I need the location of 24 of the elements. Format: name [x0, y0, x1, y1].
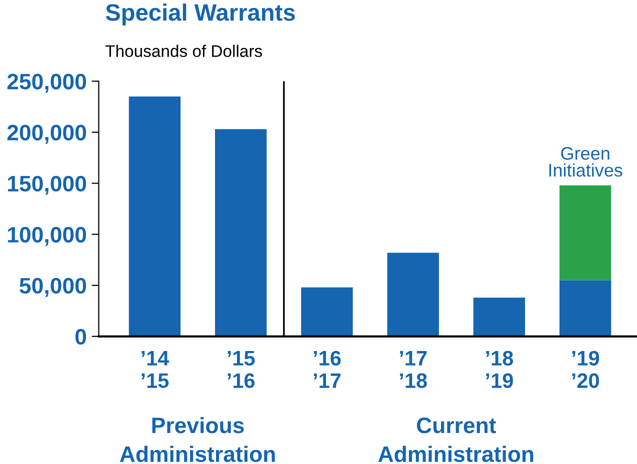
- bar: [559, 185, 612, 280]
- bar: [387, 252, 439, 336]
- x-tick-label: ’14 ’15: [142, 351, 170, 388]
- chart-subtitle: Thousands of Dollars: [105, 44, 262, 58]
- series-label: Green Initiatives: [549, 147, 622, 177]
- y-tick-label: 100,000: [8, 226, 86, 246]
- bar: [301, 287, 353, 336]
- y-tick-label: 150,000: [8, 176, 86, 195]
- bar: [473, 298, 526, 336]
- x-tick-label: ’16 ’17: [314, 350, 341, 388]
- y-tick-label: 50,000: [20, 278, 86, 297]
- bar: [215, 129, 267, 336]
- x-tick-label: ’15 ’16: [228, 351, 255, 388]
- bar: [559, 280, 612, 336]
- chart-title: Special Warrants: [106, 4, 295, 26]
- text: Previous Administration: [120, 416, 275, 462]
- x-tick-label: ’19 ’20: [572, 350, 600, 388]
- x-tick-label: ’17 ’18: [400, 351, 427, 388]
- y-tick-label: 250,000: [7, 74, 86, 93]
- y-tick-label: 200,000: [7, 124, 86, 144]
- text: Current Administration: [378, 418, 534, 462]
- bar: [128, 96, 181, 336]
- x-tick-label: ’18 ’19: [486, 350, 514, 388]
- y-tick-label: 0: [75, 328, 86, 345]
